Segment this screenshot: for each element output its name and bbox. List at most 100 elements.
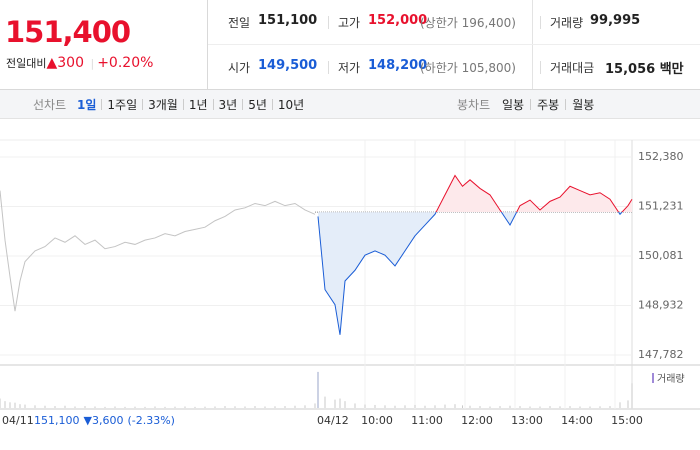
volume-bar: [374, 404, 376, 408]
volume-bar: [54, 406, 56, 408]
period-tab[interactable]: 1년: [188, 98, 208, 112]
date-label: 04/11: [2, 414, 34, 427]
period-tab[interactable]: 3개월: [148, 98, 178, 112]
candle-tab[interactable]: 월봉: [572, 98, 595, 112]
volume-bar: [489, 406, 491, 408]
volume-bar: [9, 402, 11, 408]
volume-bar: [254, 406, 256, 408]
y-tick-label: 147,782: [638, 348, 684, 361]
price-line-down: [317, 212, 623, 335]
tab-bar: 선차트 1일 1주일 3개월 1년 3년 5년 10년 봉차트 일봉 주봉 월봉: [0, 90, 700, 119]
volume-bar: [14, 402, 16, 408]
volume-bar: [619, 402, 621, 408]
candle-tab[interactable]: 주봉: [537, 98, 560, 112]
volume-bar: [364, 404, 366, 408]
volume-bar: [627, 400, 629, 408]
volume-bar: [224, 406, 226, 408]
volume-bar: [334, 399, 336, 408]
volume-bar: [509, 405, 511, 408]
separator: [328, 61, 329, 74]
volume-bar: [84, 406, 86, 408]
x-tick-label: 15:00: [611, 414, 643, 427]
volume-bar: [394, 405, 396, 408]
volume-bar: [314, 403, 316, 408]
volume-bar: [94, 406, 96, 408]
stat-label: 거래량: [550, 16, 584, 30]
price-line: [0, 190, 316, 312]
separator: [530, 99, 532, 110]
tab-group-label: 봉차트: [457, 98, 491, 112]
stat-value: 151,100: [258, 13, 318, 28]
period-tab[interactable]: 1주일: [107, 98, 138, 112]
volume-bar: [164, 406, 166, 408]
volume-bar: [204, 406, 206, 408]
volume-bar: [184, 406, 186, 408]
volume-bar: [244, 406, 246, 408]
volume-bar: [569, 406, 571, 408]
volume-bar: [0, 398, 1, 408]
volume-bar: [194, 406, 196, 408]
volume-bar: [344, 401, 346, 408]
stat-label: 저가: [338, 61, 361, 75]
legend-label: 거래량: [657, 373, 685, 385]
volume-bar: [317, 371, 319, 408]
volume-bar: [414, 404, 416, 408]
candle-tab[interactable]: 일봉: [502, 98, 525, 112]
date-label: 04/12: [317, 414, 349, 427]
stat-value: 152,000: [368, 13, 428, 28]
volume-bar: [234, 406, 236, 408]
tab-group-label: 선차트: [33, 98, 67, 112]
volume-bar: [214, 406, 216, 408]
volume-bar: [339, 398, 341, 408]
volume-bar: [34, 405, 36, 408]
down-area: [318, 212, 632, 335]
volume-bar: [284, 406, 286, 408]
volume-bar: [424, 405, 426, 408]
divider: [208, 44, 700, 45]
volume-bar: [609, 406, 611, 408]
period-tab[interactable]: 10년: [277, 98, 305, 112]
separator: [212, 99, 214, 110]
volume-bar: [462, 405, 463, 408]
separator: [565, 99, 567, 110]
volume-bar: [529, 406, 531, 408]
chart: 152,380 151,231 150,081 148,932 147,782 10:00…: [0, 139, 700, 427]
volume-bar: [599, 406, 601, 408]
volume-bar: [44, 405, 46, 408]
volume-bar: [549, 406, 551, 408]
period-tab[interactable]: 5년: [248, 98, 267, 112]
stat-label: 거래대금: [550, 61, 595, 75]
volume-bar: [24, 404, 26, 408]
up-area: [436, 175, 632, 213]
volume-bar: [154, 406, 156, 408]
stat-note: (상한가 196,400): [420, 16, 516, 30]
volume-bar: [589, 406, 591, 408]
volume-bar: [4, 401, 6, 408]
separator: [271, 99, 273, 110]
stat-note: (하한가 105,800): [420, 61, 516, 75]
volume-bar: [104, 406, 106, 408]
y-tick-label: 150,081: [638, 249, 684, 262]
volume-bar: [64, 405, 66, 408]
volume-bar: [434, 405, 436, 408]
stat-label: 시가: [228, 61, 251, 75]
volume-bar: [74, 406, 76, 408]
volume-bar: [304, 405, 306, 408]
period-tab[interactable]: 1일: [77, 98, 97, 112]
stat-value: 149,500: [258, 58, 318, 73]
volume-bar: [454, 404, 456, 408]
separator: [540, 61, 541, 74]
volume-bar: [174, 406, 176, 408]
change: ▲300: [46, 55, 84, 71]
summary-change: ▼3,600: [84, 414, 124, 427]
current-price: 151,400: [5, 15, 131, 49]
volume-bar: [384, 405, 386, 408]
volume-bar: [134, 406, 136, 408]
period-tab[interactable]: 3년: [218, 98, 238, 112]
change-row: 전일대비▲300 | +0.20%: [6, 55, 154, 71]
volume-bar: [479, 406, 481, 408]
legend-swatch: [652, 373, 654, 383]
summary-close: 151,100: [34, 414, 80, 427]
volume-bar: [294, 405, 296, 408]
